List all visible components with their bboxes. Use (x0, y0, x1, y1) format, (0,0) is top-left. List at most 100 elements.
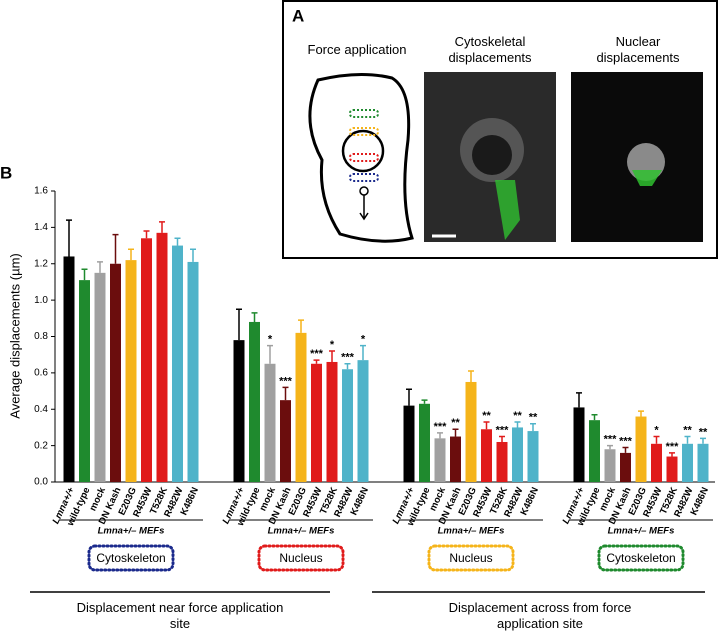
bar (434, 438, 446, 482)
group-sublabel: Lmna+/– MEFs (438, 526, 505, 537)
bar (357, 360, 369, 482)
y-axis-label: Average displacements (µm) (7, 253, 22, 418)
significance: *** (604, 434, 618, 446)
bar (156, 232, 168, 482)
error-bar (267, 344, 273, 364)
bar (512, 427, 523, 482)
group-label: Cytoskeleton (606, 551, 675, 565)
error-bar (97, 261, 103, 273)
significance: *** (310, 348, 324, 360)
error-bar (653, 435, 660, 444)
bottom-label: Displacement across from force applicati… (448, 600, 632, 631)
error-bar (298, 319, 304, 333)
error-bar (236, 308, 242, 341)
bar (589, 420, 600, 482)
error-bar (514, 421, 521, 428)
bottom-label: Displacement near force application site (76, 600, 284, 631)
group-label: Nucleus (279, 551, 322, 565)
error-bar (483, 421, 490, 430)
bar (172, 245, 183, 482)
y-tick-label: 1.4 (34, 222, 48, 233)
bar (79, 280, 90, 482)
significance: *** (434, 421, 448, 433)
error-bar (143, 230, 150, 239)
error-bar (251, 312, 258, 322)
bar (666, 456, 678, 482)
error-bar (421, 399, 428, 404)
bar (697, 443, 709, 482)
bar (682, 443, 693, 482)
significance: * (268, 334, 273, 346)
y-tick-label: 0.4 (34, 404, 48, 415)
bar (233, 340, 245, 482)
significance: * (330, 339, 335, 351)
group-box (87, 544, 175, 572)
bar (450, 436, 461, 482)
group-sublabel: Lmna+/– MEFs (608, 526, 675, 537)
error-bar (66, 219, 72, 257)
bar (295, 332, 307, 482)
bar (187, 261, 199, 482)
significance: ** (451, 417, 460, 429)
bar (342, 369, 353, 482)
y-tick-label: 1.0 (34, 295, 48, 306)
bar (311, 363, 322, 482)
group-box (257, 544, 345, 572)
bar (403, 405, 415, 482)
error-bar (360, 344, 366, 361)
bar (280, 400, 291, 482)
significance: ** (683, 424, 692, 436)
significance: *** (666, 441, 680, 453)
displacement-field (632, 170, 662, 186)
y-tick-label: 0.0 (34, 477, 48, 488)
significance: ** (513, 410, 522, 422)
displacement-field (495, 180, 520, 240)
significance: * (361, 334, 366, 346)
error-bar (576, 392, 582, 408)
bar (481, 429, 492, 482)
group-sublabel: Lmna+/– MEFs (268, 526, 335, 537)
error-bar (591, 413, 598, 421)
error-bar (638, 410, 644, 417)
significance: * (654, 424, 659, 436)
cell-outline (308, 72, 414, 243)
y-tick-label: 0.8 (34, 331, 48, 342)
error-bar (174, 237, 181, 246)
bar (604, 449, 616, 482)
error-bar (313, 359, 320, 364)
error-bar (329, 350, 335, 362)
y-tick-label: 1.2 (34, 258, 48, 269)
error-bar (282, 386, 289, 401)
error-bar (112, 233, 119, 264)
group-box (597, 544, 685, 572)
group-label: Nucleus (449, 551, 492, 565)
significance: *** (619, 435, 633, 447)
error-bar (684, 435, 691, 444)
bar (651, 443, 662, 482)
bar (141, 238, 152, 482)
group-label: Cytoskeleton (96, 551, 165, 565)
error-bar (128, 248, 134, 261)
bar (110, 263, 121, 482)
error-bar (607, 444, 613, 450)
panel-title: Cytoskeletal displacements (448, 34, 532, 65)
error-bar (622, 446, 629, 453)
bar (326, 361, 338, 482)
significance: *** (279, 375, 293, 387)
error-bar (190, 248, 196, 262)
bar (249, 321, 260, 482)
nucleus-image (472, 135, 512, 175)
significance: ** (699, 426, 708, 438)
bar (63, 256, 75, 482)
bar (635, 416, 647, 482)
force-arrow (359, 195, 369, 221)
group-box (427, 544, 515, 572)
bar (125, 260, 137, 482)
panel-label: B (0, 163, 12, 182)
error-bar (406, 388, 412, 406)
group-sublabel: Lmna+/– MEFs (98, 526, 165, 537)
error-bar (81, 268, 88, 281)
y-tick-label: 0.6 (34, 368, 48, 379)
